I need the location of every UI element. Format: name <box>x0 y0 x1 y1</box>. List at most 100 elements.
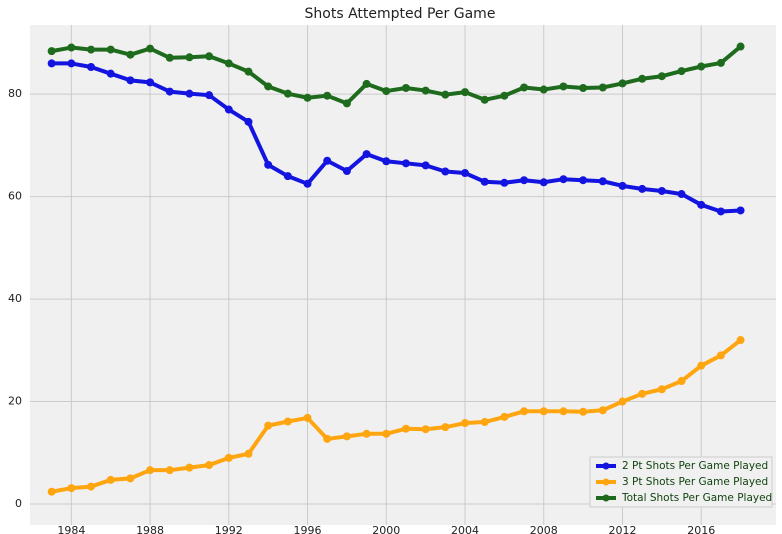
point <box>87 45 96 54</box>
point <box>736 206 745 215</box>
point <box>264 160 273 169</box>
point <box>697 200 706 209</box>
point <box>421 86 430 95</box>
point <box>165 466 174 475</box>
point <box>283 417 292 426</box>
point <box>323 434 332 443</box>
point <box>185 463 194 472</box>
point <box>264 82 273 91</box>
point <box>500 91 509 100</box>
x-tick-label: 1988 <box>136 524 164 534</box>
point <box>559 407 568 416</box>
point <box>480 418 489 427</box>
point <box>342 167 351 176</box>
point <box>67 59 76 68</box>
point <box>736 42 745 51</box>
point <box>362 150 371 159</box>
x-tick-label: 1984 <box>57 524 85 534</box>
legend-marker <box>602 494 610 502</box>
point <box>579 176 588 185</box>
point <box>480 95 489 104</box>
point <box>185 53 194 62</box>
x-tick-label: 2008 <box>530 524 558 534</box>
x-tick-label: 2004 <box>451 524 479 534</box>
point <box>303 179 312 188</box>
point <box>244 67 253 76</box>
y-tick-label: 80 <box>8 87 22 100</box>
x-tick-label: 1992 <box>215 524 243 534</box>
point <box>106 45 115 54</box>
point <box>205 52 214 61</box>
point <box>618 181 627 190</box>
point <box>500 178 509 187</box>
x-tick-label: 1996 <box>294 524 322 534</box>
point <box>106 69 115 78</box>
point <box>579 84 588 93</box>
point <box>480 177 489 186</box>
point <box>205 91 214 100</box>
point <box>146 78 155 87</box>
point <box>126 76 135 85</box>
point <box>598 177 607 186</box>
point <box>441 90 450 99</box>
point <box>697 62 706 71</box>
point <box>441 167 450 176</box>
x-tick-label: 2000 <box>372 524 400 534</box>
point <box>539 407 548 416</box>
point <box>657 385 666 394</box>
point <box>47 47 56 56</box>
point <box>520 83 529 92</box>
point <box>520 176 529 185</box>
point <box>657 72 666 81</box>
point <box>677 67 686 76</box>
legend-box <box>589 456 773 508</box>
point <box>638 184 647 193</box>
point <box>205 461 214 470</box>
point <box>716 58 725 67</box>
y-tick-label: 20 <box>8 395 22 408</box>
point <box>224 59 233 68</box>
point <box>441 423 450 432</box>
point <box>638 389 647 398</box>
point <box>303 93 312 102</box>
point <box>165 53 174 62</box>
point <box>342 432 351 441</box>
point <box>244 117 253 126</box>
x-tick-label: 2016 <box>687 524 715 534</box>
y-tick-label: 40 <box>8 292 22 305</box>
point <box>146 466 155 475</box>
point <box>146 44 155 53</box>
point <box>382 429 391 438</box>
point <box>323 91 332 100</box>
point <box>67 484 76 493</box>
point <box>362 79 371 88</box>
point <box>303 413 312 422</box>
point <box>500 412 509 421</box>
point <box>224 105 233 114</box>
point <box>382 87 391 96</box>
point <box>126 50 135 59</box>
y-tick-label: 0 <box>15 497 22 510</box>
point <box>579 407 588 416</box>
point <box>677 377 686 386</box>
legend-label: 3 Pt Shots Per Game Played <box>622 476 768 488</box>
point <box>716 207 725 216</box>
point <box>401 159 410 168</box>
point <box>539 178 548 187</box>
point <box>657 186 666 195</box>
point <box>264 421 273 430</box>
point <box>520 407 529 416</box>
point <box>47 487 56 496</box>
point <box>67 43 76 52</box>
x-tick-label: 2012 <box>608 524 636 534</box>
point <box>382 157 391 166</box>
point <box>421 161 430 170</box>
chart-title: Shots Attempted Per Game <box>305 6 496 22</box>
point <box>401 424 410 433</box>
point <box>461 419 470 428</box>
point <box>716 351 725 360</box>
legend-label: Total Shots Per Game Played <box>621 492 772 504</box>
point <box>283 172 292 181</box>
point <box>598 83 607 92</box>
